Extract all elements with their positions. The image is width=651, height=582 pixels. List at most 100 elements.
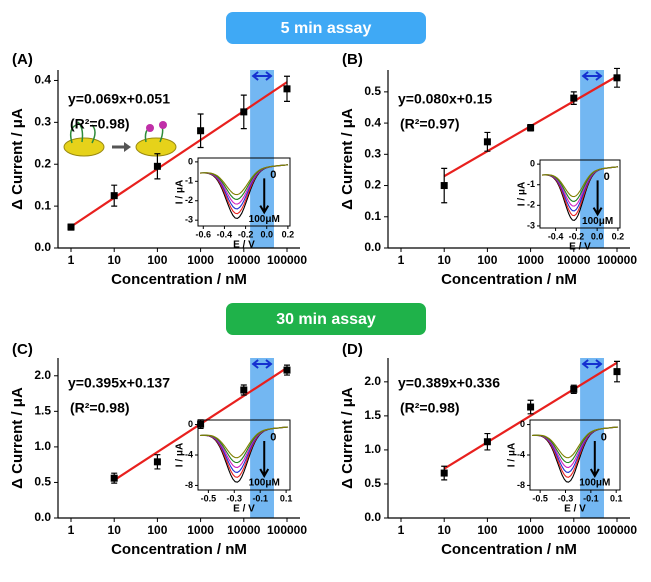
- inset-y-tick-label: 0: [188, 156, 193, 166]
- inset-x-tick-label: -0.3: [227, 493, 243, 503]
- inset-arrow: [592, 180, 603, 217]
- y-tick-label: 2.0: [364, 374, 381, 388]
- x-axis-label: Concentration / nM: [441, 541, 577, 558]
- data-point: [570, 94, 578, 102]
- y-tick-label: 0.5: [364, 476, 381, 490]
- inset-x-tick-label: -0.2: [238, 229, 254, 239]
- x-tick-label: 1000: [517, 523, 544, 537]
- x-tick-label: 100: [147, 523, 167, 537]
- y-tick-label: 0.5: [34, 475, 51, 489]
- x-tick-label: 100: [477, 253, 497, 267]
- inset-x-tick-label: 0.0: [591, 231, 604, 241]
- data-point: [197, 420, 205, 428]
- x-tick-label: 100000: [267, 523, 307, 537]
- schematic: [63, 121, 177, 157]
- inset-y-tick-label: 0: [520, 419, 525, 429]
- data-point: [110, 474, 118, 482]
- highlight-band: [250, 70, 274, 248]
- panel-label: (D): [342, 341, 363, 358]
- inset-arrow-end: 100μM: [249, 214, 280, 225]
- data-point: [153, 162, 161, 170]
- x-tick-label: 100: [147, 253, 167, 267]
- x-axis-label: Concentration / nM: [441, 271, 577, 288]
- x-tick-label: 1000: [187, 253, 214, 267]
- x-tick-label: 10: [108, 523, 122, 537]
- x-axis-label: Concentration / nM: [111, 541, 247, 558]
- inset-frame: [539, 159, 621, 229]
- data-point: [613, 368, 621, 376]
- x-tick-label: 100: [477, 523, 497, 537]
- banner-text: 5 min assay: [281, 20, 372, 37]
- data-point: [153, 458, 161, 466]
- fit-equation: y=0.389x+0.336: [398, 375, 500, 391]
- x-tick-label: 10: [108, 253, 122, 267]
- inset-curve: [531, 426, 619, 459]
- inset-x-label: E / V: [564, 504, 586, 515]
- inset-y-label: I / μA: [517, 182, 528, 206]
- inset-y-label: I / μA: [175, 443, 186, 467]
- banner-text: 30 min assay: [276, 311, 376, 328]
- inset-x-tick-label: -0.5: [201, 493, 217, 503]
- y-tick-label: 1.0: [364, 442, 381, 456]
- x-tick-label: 100000: [597, 253, 637, 267]
- range-arrow: [251, 359, 273, 369]
- data-point: [240, 386, 248, 394]
- fit-r2: (R²=0.97): [400, 116, 460, 132]
- inset-y-tick-label: -2: [527, 200, 535, 210]
- inset-arrow-start: 0: [604, 171, 610, 183]
- inset-x-tick-label: 0.2: [282, 229, 295, 239]
- inset-x-tick-label: 0.2: [612, 231, 625, 241]
- x-tick-label: 1: [68, 523, 75, 537]
- inset-arrow: [589, 441, 600, 479]
- data-point: [483, 138, 491, 146]
- panel-label: (C): [12, 341, 33, 358]
- inset-x-label: E / V: [569, 242, 591, 253]
- inset-y-tick-label: -8: [185, 480, 193, 490]
- x-tick-label: 10: [438, 523, 452, 537]
- y-tick-label: 1.5: [364, 408, 381, 422]
- inset-y-tick-label: -1: [527, 179, 535, 189]
- inset-x-tick-label: -0.3: [558, 493, 574, 503]
- y-tick-label: 0.2: [34, 156, 51, 170]
- inset-arrow-end: 100μM: [249, 478, 280, 489]
- panel-label: (B): [342, 51, 363, 68]
- inset-x-label: E / V: [233, 504, 255, 515]
- fit-line: [443, 361, 618, 470]
- y-axis-label: Δ Current / μA: [9, 387, 26, 489]
- data-point: [613, 74, 621, 82]
- x-tick-label: 1000: [187, 523, 214, 537]
- inset-arrow-end: 100μM: [582, 216, 613, 227]
- y-tick-label: 0.3: [364, 146, 381, 160]
- inset-arrow-start: 0: [601, 431, 607, 443]
- y-tick-label: 0.4: [364, 115, 381, 129]
- inset-y-tick-label: -2: [185, 195, 193, 205]
- data-point: [570, 385, 578, 393]
- inset-curve: [199, 426, 289, 459]
- y-tick-label: 0.0: [364, 240, 381, 254]
- inset-y-tick-label: -4: [517, 449, 525, 459]
- data-point: [110, 192, 118, 200]
- x-tick-label: 100000: [597, 523, 637, 537]
- fit-equation: y=0.080x+0.15: [398, 91, 492, 107]
- fit-equation: y=0.069x+0.051: [68, 91, 170, 107]
- range-arrow: [251, 71, 273, 81]
- data-point: [527, 124, 535, 132]
- inset-y-label: I / μA: [175, 180, 186, 204]
- fit-r2: (R²=0.98): [400, 400, 460, 416]
- data-point: [440, 469, 448, 477]
- data-point: [197, 127, 205, 135]
- y-tick-label: 0.4: [34, 73, 51, 87]
- x-tick-label: 1: [398, 253, 405, 267]
- y-tick-label: 1.0: [34, 439, 51, 453]
- banner: [226, 12, 426, 44]
- x-tick-label: 1: [68, 253, 75, 267]
- inset-x-tick-label: -0.6: [196, 229, 212, 239]
- x-tick-label: 10: [438, 253, 452, 267]
- fit-r2: (R²=0.98): [70, 400, 130, 416]
- y-tick-label: 0.3: [34, 115, 51, 129]
- range-arrow: [581, 71, 603, 81]
- data-point: [67, 223, 75, 231]
- x-tick-label: 10000: [557, 253, 591, 267]
- inset-curve: [199, 164, 289, 196]
